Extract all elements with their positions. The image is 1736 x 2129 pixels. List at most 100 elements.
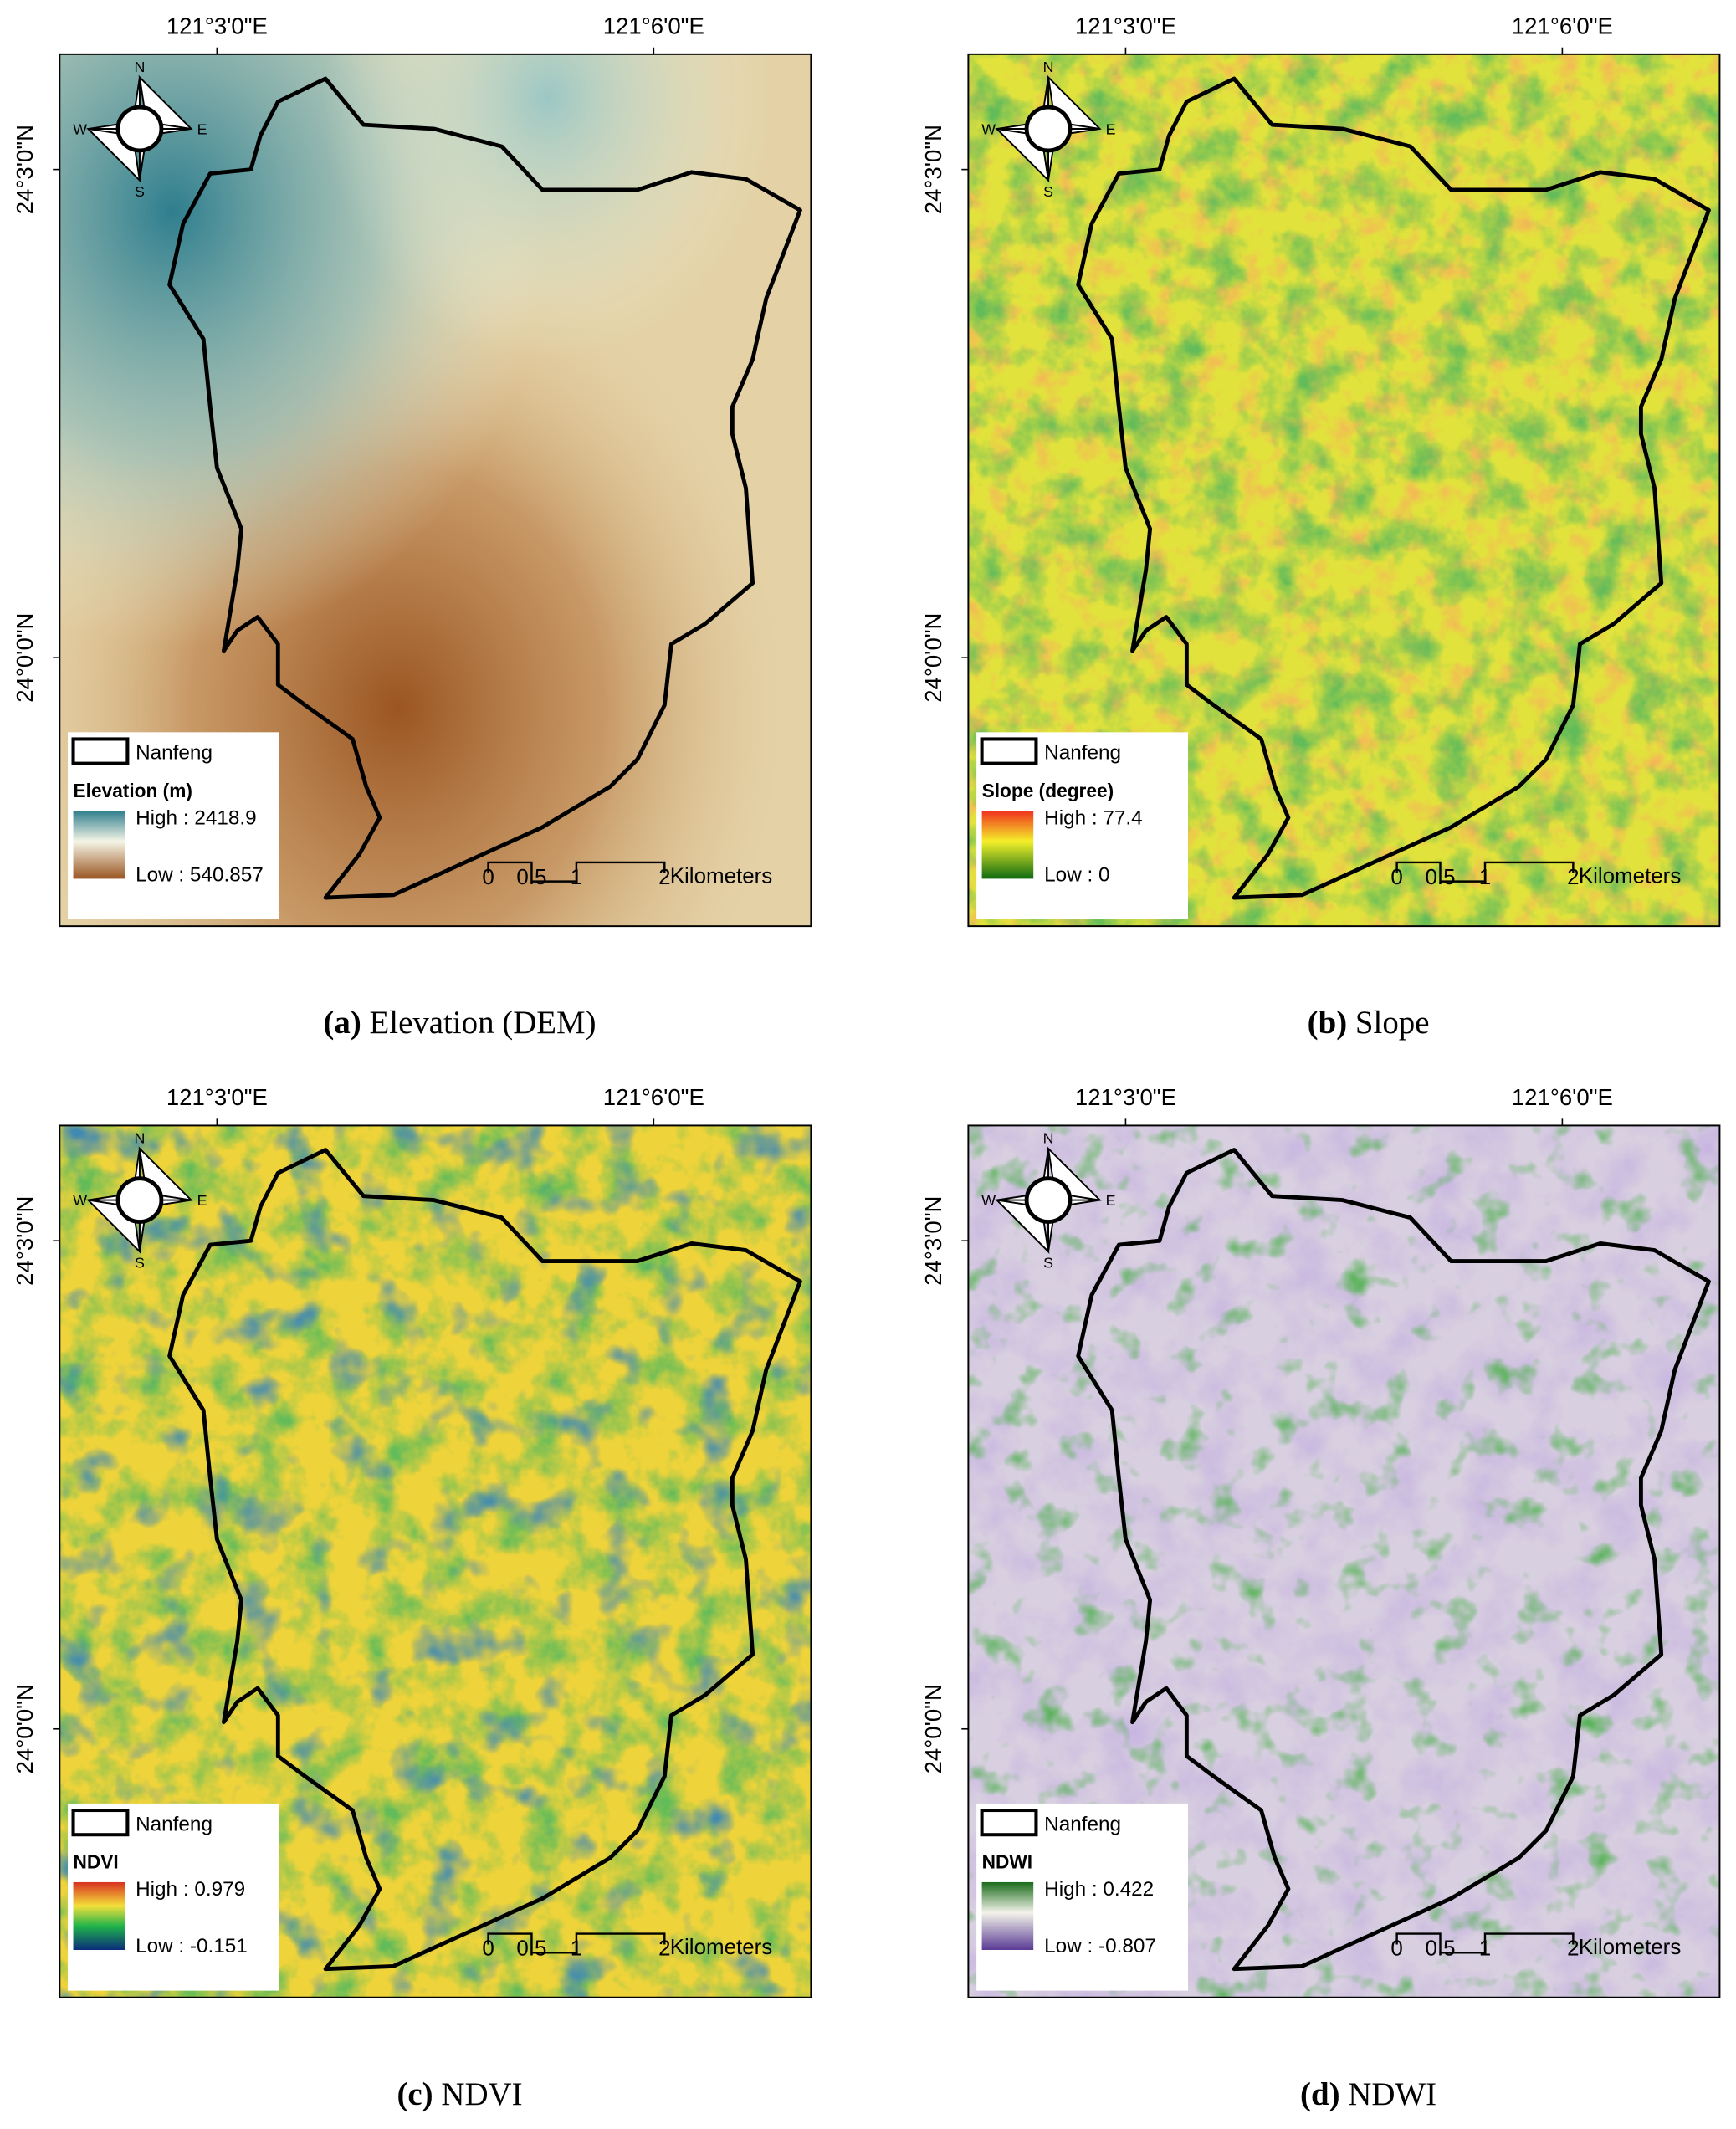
scale-unit: Kilometers	[1579, 864, 1681, 888]
longitude-label: 121°3'0"E	[1075, 1084, 1176, 1110]
latitude-label: 24°0'0"N	[12, 1684, 38, 1773]
legend: Nanfeng NDWI High : 0.422 Low : -0.807	[976, 1803, 1188, 1991]
map-frame	[59, 1124, 812, 1998]
legend-boundary-swatch	[71, 1809, 130, 1837]
legend-high: High : 0.422	[1044, 1878, 1154, 1901]
compass-e: E	[1106, 1192, 1116, 1209]
compass-e: E	[1106, 120, 1116, 137]
legend-low: Low : -0.807	[1044, 1935, 1156, 1958]
latitude-label: 24°3'0"N	[920, 1196, 946, 1286]
compass-n: N	[1043, 59, 1054, 75]
map-panel: 121°3'0"E 121°6'0"E 24°3'0"N 24°0'0"N N S W E Na…	[12, 1084, 812, 2112]
scale-label: 1	[571, 866, 582, 889]
compass-s: S	[135, 183, 145, 200]
legend-title: Slope (degree)	[982, 780, 1114, 801]
legend-boundary-swatch	[980, 1809, 1038, 1837]
scale-label: 0.5	[1425, 1937, 1455, 1960]
scale-bar: 0 0.5 1 2 Kilometers	[482, 1932, 772, 1960]
caption-label: (a)	[323, 1005, 361, 1041]
scale-label: 2	[1567, 866, 1579, 889]
longitude-label: 121°6'0"E	[603, 1084, 704, 1110]
legend-boundary-swatch	[71, 737, 130, 765]
legend-high: High : 0.979	[136, 1878, 245, 1901]
scale-label: 2	[658, 1937, 670, 1960]
boundary	[1076, 76, 1711, 900]
map-panel: 121°3'0"E 121°6'0"E 24°3'0"N 24°0'0"N N S W E Na…	[920, 1084, 1721, 2112]
scale-bar: 0 0.5 1 2 Kilometers	[1390, 1932, 1681, 1960]
scale-label: 2	[1567, 1937, 1579, 1960]
scale-bar-line	[1395, 1932, 1575, 1954]
legend-low: Low : 0	[1044, 864, 1109, 887]
legend-title: NDVI	[74, 1851, 119, 1873]
legend: Nanfeng Slope (degree) High : 77.4 Low : 0	[976, 732, 1188, 920]
map-frame	[967, 1124, 1721, 1998]
caption: (a) Elevation (DEM)	[323, 1005, 596, 1041]
longitude-label: 121°3'0"E	[166, 1084, 268, 1110]
map-frame	[967, 53, 1721, 928]
scale-bar-line	[487, 861, 666, 883]
caption: (b) Slope	[1308, 1005, 1430, 1041]
longitude-label: 121°3'0"E	[1075, 13, 1176, 39]
compass: N S W E	[981, 1130, 1115, 1272]
caption-text: Slope	[1355, 1005, 1430, 1041]
legend-high: High : 2418.9	[136, 807, 257, 830]
legend-ramp	[73, 1881, 125, 1950]
longitude-label: 121°6'0"E	[1512, 1084, 1613, 1110]
longitude-label: 121°3'0"E	[166, 13, 268, 39]
boundary	[167, 76, 802, 900]
scale-label: 2	[658, 866, 670, 889]
legend-title: NDWI	[982, 1851, 1033, 1873]
compass-ring	[1024, 1176, 1073, 1224]
compass-n: N	[135, 59, 146, 75]
compass-n: N	[135, 1130, 146, 1147]
compass: N S W E	[73, 1130, 207, 1272]
latitude-label: 24°0'0"N	[12, 613, 38, 703]
compass: N S W E	[73, 59, 207, 200]
legend: Nanfeng NDVI High : 0.979 Low : -0.151	[68, 1803, 279, 1991]
longitude-label: 121°6'0"E	[603, 13, 704, 39]
latitude-label: 24°3'0"N	[12, 1196, 38, 1286]
legend-ramp	[981, 811, 1034, 879]
legend-ramp	[73, 811, 125, 879]
map-panel: 121°3'0"E 121°6'0"E 24°3'0"N 24°0'0"N N S W E Na…	[920, 13, 1721, 1041]
compass-ring	[115, 1176, 164, 1224]
scale-label: 1	[1479, 866, 1491, 889]
scale-bar: 0 0.5 1 2 Kilometers	[1390, 861, 1681, 889]
scale-unit: Kilometers	[670, 1936, 772, 1959]
caption-label: (d)	[1300, 2076, 1340, 2112]
caption-text: Elevation (DEM)	[370, 1005, 597, 1041]
scale-label: 0.5	[1425, 866, 1455, 889]
legend-high: High : 77.4	[1044, 807, 1143, 830]
caption-label: (c)	[397, 2076, 433, 2112]
scale-unit: Kilometers	[1579, 1936, 1681, 1959]
longitude-label: 121°6'0"E	[1512, 13, 1613, 39]
compass-s: S	[135, 1255, 145, 1272]
boundary	[167, 1148, 802, 1972]
scale-unit: Kilometers	[670, 864, 772, 888]
legend-boundary-label: Nanfeng	[136, 1813, 213, 1835]
compass-ring	[115, 105, 164, 153]
compass-e: E	[197, 120, 207, 137]
caption-text: NDWI	[1348, 2076, 1436, 2112]
latitude-label: 24°0'0"N	[920, 613, 946, 703]
map-panel: 121°3'0"E 121°6'0"E 24°3'0"N 24°0'0"N N S W E Na…	[12, 13, 812, 1041]
scale-label: 0	[1390, 1937, 1402, 1960]
caption-label: (b)	[1308, 1005, 1348, 1041]
compass-w: W	[981, 1192, 996, 1209]
legend-boundary-label: Nanfeng	[1044, 742, 1121, 765]
legend-ramp	[981, 1881, 1034, 1950]
scale-label: 0.5	[516, 866, 546, 889]
compass-s: S	[1043, 1255, 1053, 1272]
caption: (d) NDWI	[1300, 2076, 1436, 2112]
scale-bar: 0 0.5 1 2 Kilometers	[482, 861, 772, 889]
scale-label: 0	[1390, 866, 1402, 889]
legend: Nanfeng Elevation (m) High : 2418.9 Low : 5…	[68, 732, 279, 920]
compass-ring	[1024, 105, 1073, 153]
scale-label: 1	[571, 1937, 582, 1960]
compass-e: E	[197, 1192, 207, 1209]
compass-w: W	[73, 1192, 87, 1209]
caption: (c) NDVI	[397, 2076, 522, 2112]
legend-boundary-label: Nanfeng	[1044, 1813, 1121, 1835]
